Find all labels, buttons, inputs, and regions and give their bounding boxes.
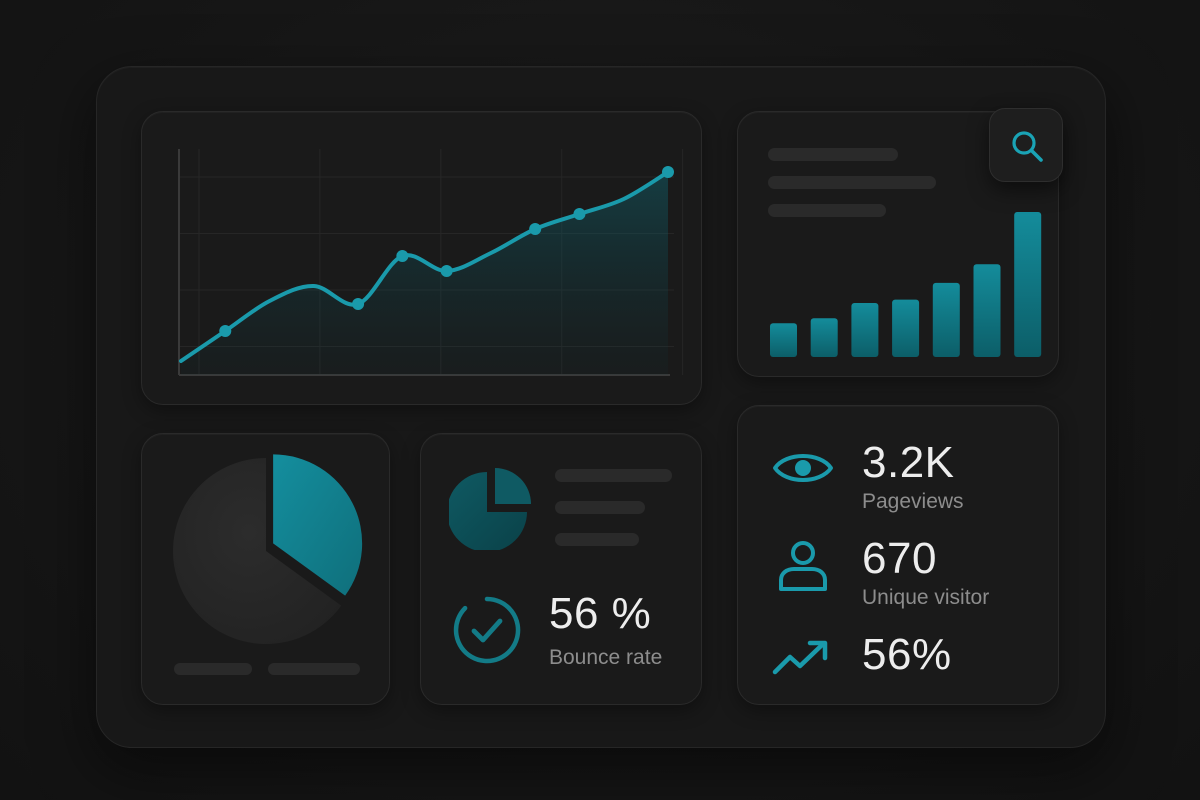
bar (810, 318, 838, 357)
legend-placeholder (268, 663, 360, 675)
line-point (396, 250, 409, 262)
growth-value: 56% (862, 630, 952, 679)
legend-placeholder (174, 663, 252, 675)
pie-small-icon (449, 468, 531, 550)
trend-up-icon (772, 640, 828, 675)
text-placeholder (555, 501, 645, 514)
bar (973, 264, 1001, 357)
line-chart[interactable] (142, 112, 703, 406)
search-icon (1012, 131, 1043, 162)
bar (1014, 212, 1042, 357)
pie-slice (173, 458, 342, 644)
line-point (352, 298, 365, 310)
visitors-value: 670 (862, 534, 937, 583)
line-area (181, 172, 668, 375)
text-placeholder (768, 176, 936, 189)
stats-card[interactable]: 3.2K Pageviews 670 Unique visitor 56% (737, 405, 1059, 705)
line-chart-card[interactable] (141, 111, 702, 405)
bar-chart-card[interactable] (737, 111, 1059, 377)
pie-chart[interactable] (142, 434, 391, 706)
pie-slice (273, 454, 363, 596)
text-placeholder (768, 148, 898, 161)
bar (770, 323, 797, 357)
bounce-card[interactable]: 56 % Bounce rate (420, 433, 702, 705)
bounce-label: Bounce rate (549, 646, 663, 669)
user-icon (779, 541, 827, 591)
text-placeholder (768, 204, 886, 217)
bar (932, 282, 960, 357)
search-button[interactable] (989, 108, 1063, 182)
visitors-label: Unique visitor (862, 586, 990, 609)
eye-icon (773, 454, 833, 482)
line-point (662, 166, 674, 178)
pie-chart-card[interactable] (141, 433, 390, 705)
text-placeholder (555, 469, 672, 482)
bounce-value: 56 % (549, 589, 652, 638)
text-placeholder (555, 533, 639, 546)
line-point (573, 208, 586, 220)
pageviews-label: Pageviews (862, 490, 964, 513)
check-circle-icon (453, 596, 521, 664)
line-point (219, 325, 232, 337)
line-point (529, 223, 542, 235)
bar (851, 303, 879, 357)
bar (892, 299, 920, 357)
bar-chart[interactable] (738, 112, 1060, 378)
line-point (440, 265, 453, 277)
pageviews-value: 3.2K (862, 438, 955, 487)
